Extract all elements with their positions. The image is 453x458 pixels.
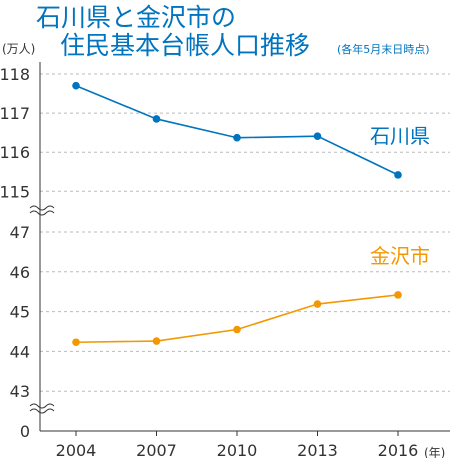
data-point-ishikawa-2010 bbox=[233, 133, 241, 142]
data-point-ishikawa-2007 bbox=[152, 115, 161, 123]
series-label-ishikawa: 石川県 bbox=[370, 124, 430, 148]
x-tick-label-2016: 2016 bbox=[378, 441, 419, 458]
data-point-ishikawa-2013 bbox=[313, 132, 322, 140]
axis-break-gap-lower bbox=[28, 402, 56, 412]
data-point-kanazawa-2013 bbox=[313, 300, 322, 308]
data-point-kanazawa-2016 bbox=[394, 291, 402, 299]
y-tick-label-116: 116 bbox=[0, 143, 30, 162]
axis-break-upper-b bbox=[29, 210, 55, 216]
axis-break-upper-a bbox=[29, 205, 55, 211]
axis-break-lower-b bbox=[29, 408, 55, 414]
x-unit-label: (年) bbox=[424, 446, 445, 458]
series-line-kanazawa bbox=[75, 294, 399, 344]
y-tick-label-117: 117 bbox=[0, 104, 30, 123]
x-tick-label-2010: 2010 bbox=[217, 441, 258, 458]
data-point-ishikawa-2004 bbox=[72, 81, 80, 90]
y-unit-label: (万人) bbox=[2, 42, 35, 56]
chart-title-line-2: 住民基本台帳人口推移 bbox=[60, 31, 310, 60]
series-line-ishikawa bbox=[75, 84, 399, 176]
chart-title-line-1: 石川県と金沢市の bbox=[36, 3, 236, 32]
y-tick-label-118: 118 bbox=[0, 65, 30, 84]
x-axis-tick-labels: 2004 2007 2010 2013 2016 bbox=[56, 431, 419, 458]
y-tick-label-44: 44 bbox=[10, 342, 30, 361]
data-point-kanazawa-2007 bbox=[152, 337, 161, 345]
chart-title-note: (各年5月末日時点) bbox=[337, 42, 430, 56]
y-tick-label-43: 43 bbox=[10, 382, 30, 401]
y-axis-tick-labels: 118 117 116 115 47 46 45 44 43 0 bbox=[0, 65, 30, 441]
x-tick-label-2004: 2004 bbox=[56, 441, 97, 458]
x-tick-label-2013: 2013 bbox=[297, 441, 338, 458]
axis-break-marks bbox=[28, 204, 56, 414]
grid bbox=[40, 73, 450, 392]
y-tick-label-45: 45 bbox=[10, 303, 30, 322]
axis-break-lower-a bbox=[29, 403, 55, 409]
data-point-kanazawa-2010 bbox=[233, 325, 241, 334]
y-tick-label-115: 115 bbox=[0, 182, 30, 201]
y-tick-label-0: 0 bbox=[20, 422, 30, 441]
series-lines bbox=[72, 81, 402, 347]
axis-break-gap-upper bbox=[28, 204, 56, 214]
y-tick-label-47: 47 bbox=[10, 223, 30, 242]
data-point-kanazawa-2004 bbox=[72, 338, 80, 347]
series-label-kanazawa: 金沢市 bbox=[370, 244, 430, 268]
data-point-ishikawa-2016 bbox=[394, 171, 402, 179]
y-tick-label-46: 46 bbox=[10, 263, 30, 282]
x-tick-label-2007: 2007 bbox=[136, 441, 177, 458]
